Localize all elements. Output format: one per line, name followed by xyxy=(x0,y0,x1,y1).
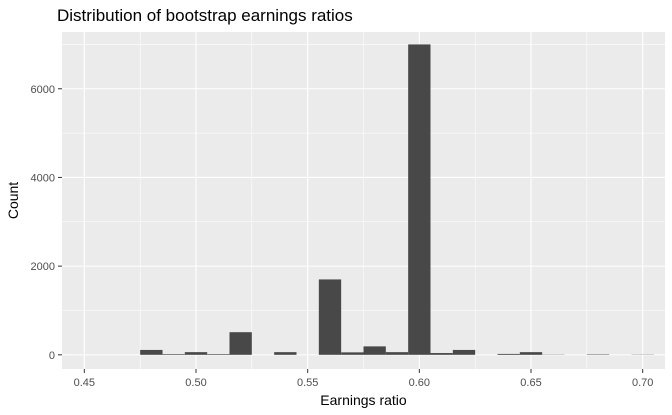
minor-gridlines xyxy=(62,32,665,369)
histogram-bar xyxy=(274,352,297,355)
histogram-bar xyxy=(385,352,409,355)
histogram-bar xyxy=(408,44,431,355)
y-tick-label: 2000 xyxy=(31,261,55,273)
x-tick-label: 0.45 xyxy=(74,377,95,389)
chart-title: Distribution of bootstrap earnings ratio… xyxy=(57,6,353,25)
y-axis: 0 2000 4000 6000 xyxy=(31,84,62,362)
histogram-bar xyxy=(497,353,520,355)
x-tick-label: 0.50 xyxy=(185,377,206,389)
y-axis-title: Count xyxy=(5,182,21,219)
y-tick-label: 4000 xyxy=(31,172,55,184)
histogram-bar xyxy=(140,349,163,355)
x-tick-label: 0.65 xyxy=(520,377,541,389)
bars-group xyxy=(73,44,654,355)
histogram-bar xyxy=(318,279,342,355)
x-tick-label: 0.55 xyxy=(297,377,318,389)
x-tick-label: 0.60 xyxy=(409,377,430,389)
histogram-bar xyxy=(229,332,252,355)
histogram-bar xyxy=(519,352,543,355)
histogram-bar xyxy=(341,352,364,355)
histogram-bar xyxy=(162,354,185,355)
y-tick-label: 6000 xyxy=(31,84,55,96)
y-tick-label: 0 xyxy=(49,350,55,362)
x-axis-title: Earnings ratio xyxy=(320,392,407,408)
histogram-bar xyxy=(430,353,453,355)
histogram-bar xyxy=(452,349,476,355)
histogram-bar xyxy=(363,346,386,355)
histogram-bar xyxy=(207,354,230,355)
x-tick-label: 0.70 xyxy=(632,377,653,389)
histogram-bar xyxy=(184,352,208,355)
x-axis: 0.45 0.50 0.55 0.60 0.65 0.70 xyxy=(74,369,653,389)
